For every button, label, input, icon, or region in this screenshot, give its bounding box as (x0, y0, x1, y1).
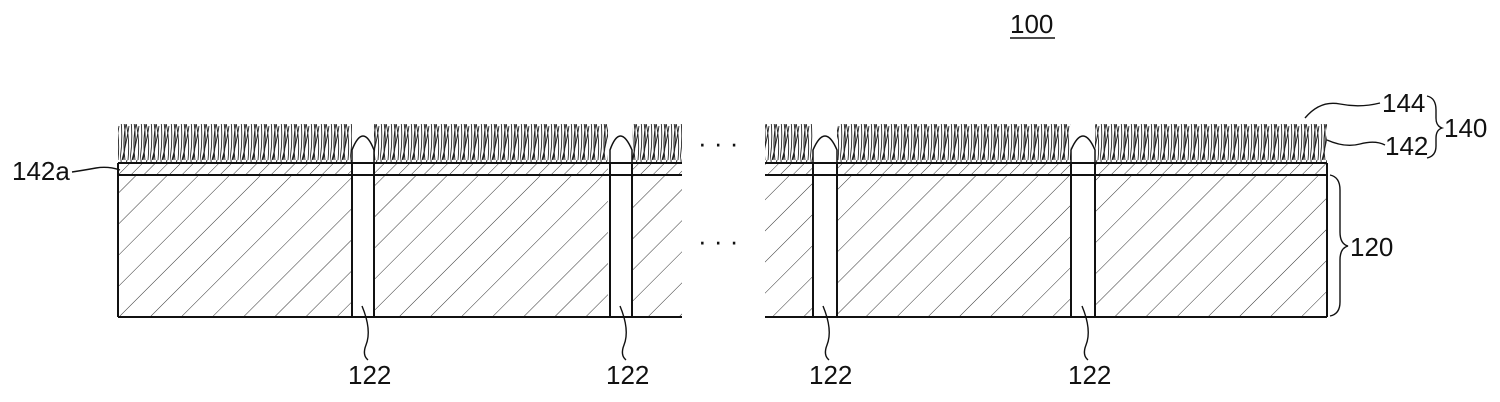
ellipsis-top: · · · (698, 128, 738, 158)
substrate-block (1095, 175, 1327, 317)
label-140: 140 (1444, 113, 1487, 143)
label-120: 120 (1350, 232, 1393, 262)
right-segment (765, 124, 1327, 317)
substrate-block (374, 175, 608, 317)
channel-122 (611, 176, 631, 316)
leader-142 (1327, 140, 1385, 145)
label-144: 144 (1382, 88, 1425, 118)
figure-reference-label: 100 (1010, 9, 1053, 39)
substrate-block (118, 175, 352, 317)
fiber-surface-layer (837, 124, 1071, 163)
label-142a: 142a (12, 156, 70, 186)
channel-122 (814, 176, 836, 316)
base-coating-layer (765, 163, 813, 175)
left-segment (118, 124, 682, 317)
substrate-block (765, 175, 813, 317)
substrate-block (632, 175, 682, 317)
base-coating-layer (632, 163, 682, 175)
fiber-surface-layer (765, 124, 813, 163)
label-142: 142 (1385, 131, 1428, 161)
channel-122 (353, 176, 373, 316)
channel-arch (1071, 136, 1095, 163)
label-122: 122 (348, 360, 391, 390)
brace-140 (1427, 96, 1442, 158)
substrate-block (837, 175, 1071, 317)
label-122: 122 (1068, 360, 1111, 390)
leader-142a (72, 167, 120, 172)
base-coating-layer (837, 163, 1071, 175)
channel-arch (813, 136, 837, 163)
channel-122 (1072, 176, 1094, 316)
fiber-surface-layer (632, 124, 682, 163)
channel-arch (352, 136, 374, 163)
base-coating-layer (118, 163, 352, 175)
fiber-surface-layer (1095, 124, 1327, 163)
fiber-surface-layer (118, 124, 352, 163)
leader-144 (1305, 103, 1380, 118)
base-coating-layer (1095, 163, 1327, 175)
ellipsis-middle: · · · (698, 226, 738, 256)
label-122: 122 (809, 360, 852, 390)
channel-arch (610, 136, 632, 163)
label-122: 122 (606, 360, 649, 390)
brace-120 (1330, 175, 1348, 316)
base-coating-layer (374, 163, 608, 175)
fiber-surface-layer (374, 124, 608, 163)
